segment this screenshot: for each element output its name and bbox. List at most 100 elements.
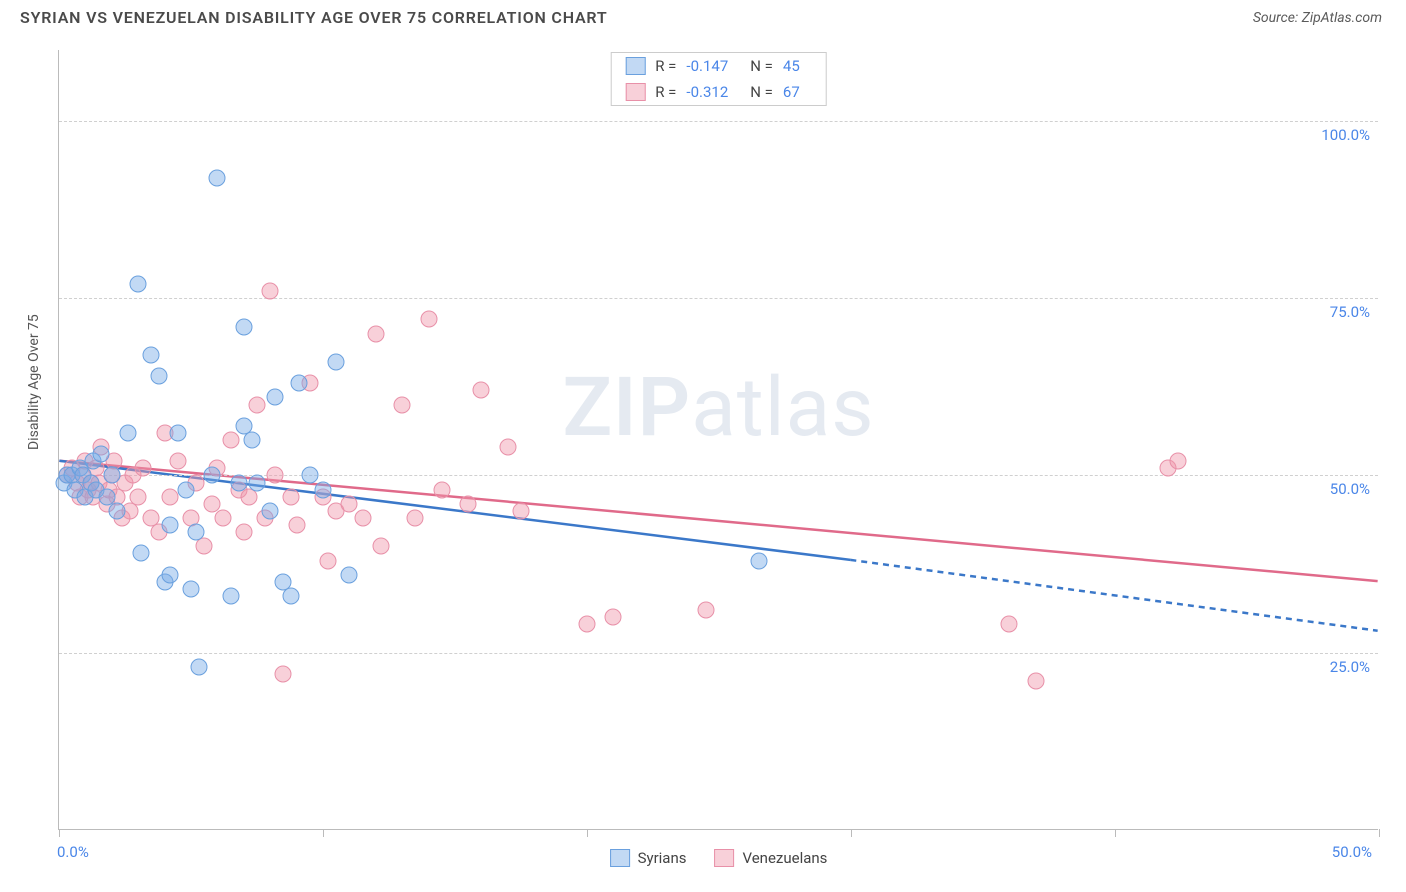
data-point-venezuelans xyxy=(605,609,622,626)
x-tick-label: 50.0% xyxy=(1332,843,1372,861)
data-point-venezuelans xyxy=(460,495,477,512)
correlation-row-syrians: R = -0.147 N = 45 xyxy=(611,53,826,79)
swatch-syrians-icon xyxy=(610,849,630,867)
data-point-syrians xyxy=(230,474,247,491)
data-point-syrians xyxy=(130,276,147,293)
chart-source: Source: ZipAtlas.com xyxy=(1253,10,1382,26)
data-point-venezuelans xyxy=(473,382,490,399)
x-tick-label: 0.0% xyxy=(57,843,89,861)
correlation-legend: R = -0.147 N = 45 R = -0.312 N = 67 xyxy=(610,52,827,106)
data-point-syrians xyxy=(283,588,300,605)
gridline xyxy=(59,653,1378,654)
n-label: N = xyxy=(750,57,773,75)
r-value-syrians: -0.147 xyxy=(686,57,728,75)
data-point-venezuelans xyxy=(394,396,411,413)
n-value-syrians: 45 xyxy=(783,57,800,75)
data-point-syrians xyxy=(151,368,168,385)
n-label: N = xyxy=(750,83,773,101)
data-point-syrians xyxy=(132,545,149,562)
data-point-venezuelans xyxy=(1001,616,1018,633)
data-point-syrians xyxy=(109,502,126,519)
series-legend: Syrians Venezuelans xyxy=(610,849,828,867)
y-tick-label: 100.0% xyxy=(1321,126,1370,144)
data-point-syrians xyxy=(204,467,221,484)
r-label: R = xyxy=(655,83,676,101)
data-point-venezuelans xyxy=(214,510,231,527)
data-point-venezuelans xyxy=(341,495,358,512)
legend-label-venezuelans: Venezuelans xyxy=(743,849,828,867)
x-tick xyxy=(587,829,588,837)
swatch-venezuelans-icon xyxy=(625,83,645,101)
data-point-venezuelans xyxy=(267,467,284,484)
data-point-syrians xyxy=(249,474,266,491)
data-point-syrians xyxy=(341,566,358,583)
data-point-venezuelans xyxy=(283,488,300,505)
r-value-venezuelans: -0.312 xyxy=(686,83,728,101)
data-point-syrians xyxy=(315,481,332,498)
data-point-syrians xyxy=(177,481,194,498)
plot-area: ZIPatlas R = -0.147 N = 45 R = -0.312 N … xyxy=(58,50,1378,830)
data-point-syrians xyxy=(188,524,205,541)
data-point-syrians xyxy=(103,467,120,484)
data-point-syrians xyxy=(267,389,284,406)
y-axis-label: Disability Age Over 75 xyxy=(26,314,42,450)
data-point-syrians xyxy=(750,552,767,569)
legend-item-venezuelans: Venezuelans xyxy=(715,849,828,867)
data-point-venezuelans xyxy=(579,616,596,633)
data-point-syrians xyxy=(328,354,345,371)
data-point-venezuelans xyxy=(169,453,186,470)
x-tick xyxy=(59,829,60,837)
legend-label-syrians: Syrians xyxy=(638,849,687,867)
data-point-syrians xyxy=(291,375,308,392)
chart-title: SYRIAN VS VENEZUELAN DISABILITY AGE OVER… xyxy=(20,8,608,27)
data-point-syrians xyxy=(143,346,160,363)
n-value-venezuelans: 67 xyxy=(783,83,800,101)
data-point-venezuelans xyxy=(130,488,147,505)
data-point-venezuelans xyxy=(407,510,424,527)
r-label: R = xyxy=(655,57,676,75)
chart-area: Disability Age Over 75 ZIPatlas R = -0.1… xyxy=(40,50,1390,860)
data-point-venezuelans xyxy=(513,502,530,519)
data-point-syrians xyxy=(301,467,318,484)
data-point-syrians xyxy=(183,580,200,597)
data-point-venezuelans xyxy=(1170,453,1187,470)
data-point-venezuelans xyxy=(697,602,714,619)
data-point-syrians xyxy=(161,566,178,583)
data-point-syrians xyxy=(209,169,226,186)
data-point-venezuelans xyxy=(367,325,384,342)
data-point-syrians xyxy=(169,424,186,441)
watermark: ZIPatlas xyxy=(562,360,874,456)
data-point-venezuelans xyxy=(262,283,279,300)
y-tick-label: 75.0% xyxy=(1330,303,1370,321)
swatch-venezuelans-icon xyxy=(715,849,735,867)
x-tick xyxy=(1115,829,1116,837)
data-point-syrians xyxy=(161,517,178,534)
swatch-syrians-icon xyxy=(625,57,645,75)
data-point-venezuelans xyxy=(235,524,252,541)
data-point-syrians xyxy=(243,432,260,449)
gridline xyxy=(59,121,1378,122)
legend-item-syrians: Syrians xyxy=(610,849,687,867)
data-point-venezuelans xyxy=(135,460,152,477)
chart-header: SYRIAN VS VENEZUELAN DISABILITY AGE OVER… xyxy=(0,0,1406,39)
data-point-venezuelans xyxy=(433,481,450,498)
data-point-syrians xyxy=(262,502,279,519)
data-point-venezuelans xyxy=(288,517,305,534)
x-tick xyxy=(1379,829,1380,837)
correlation-row-venezuelans: R = -0.312 N = 67 xyxy=(611,79,826,105)
data-point-syrians xyxy=(235,318,252,335)
watermark-zip: ZIP xyxy=(562,360,691,456)
data-point-venezuelans xyxy=(499,439,516,456)
data-point-venezuelans xyxy=(420,311,437,328)
data-point-venezuelans xyxy=(161,488,178,505)
data-point-venezuelans xyxy=(320,552,337,569)
data-point-venezuelans xyxy=(354,510,371,527)
y-tick-label: 25.0% xyxy=(1330,658,1370,676)
data-point-venezuelans xyxy=(373,538,390,555)
y-tick-label: 50.0% xyxy=(1330,480,1370,498)
data-point-syrians xyxy=(93,446,110,463)
watermark-atlas: atlas xyxy=(691,360,874,456)
x-tick xyxy=(323,829,324,837)
data-point-syrians xyxy=(190,658,207,675)
data-point-venezuelans xyxy=(249,396,266,413)
